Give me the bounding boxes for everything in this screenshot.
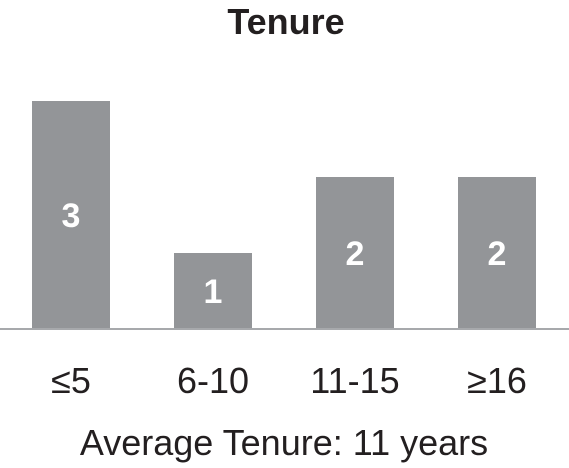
bars-group [32,101,536,329]
bar-4 [458,177,536,329]
bar-1 [32,101,110,329]
chart-title: Tenure [227,1,344,42]
x-tick-label-2: 6-10 [177,360,249,401]
x-tick-label-4: ≥16 [467,360,527,401]
data-label-4: 2 [488,235,507,273]
data-label-1: 3 [62,197,81,235]
x-tick-label-1: ≤5 [51,360,91,401]
labels-group: 3 ≤5 1 6-10 2 11-15 2 ≥16 [51,197,527,401]
x-tick-label-3: 11-15 [310,360,399,401]
average-tenure-caption: Average Tenure: 11 years [80,422,488,463]
bar-3 [316,177,394,329]
data-label-3: 2 [346,235,365,273]
bar-2 [174,253,252,329]
data-label-2: 1 [204,273,223,311]
